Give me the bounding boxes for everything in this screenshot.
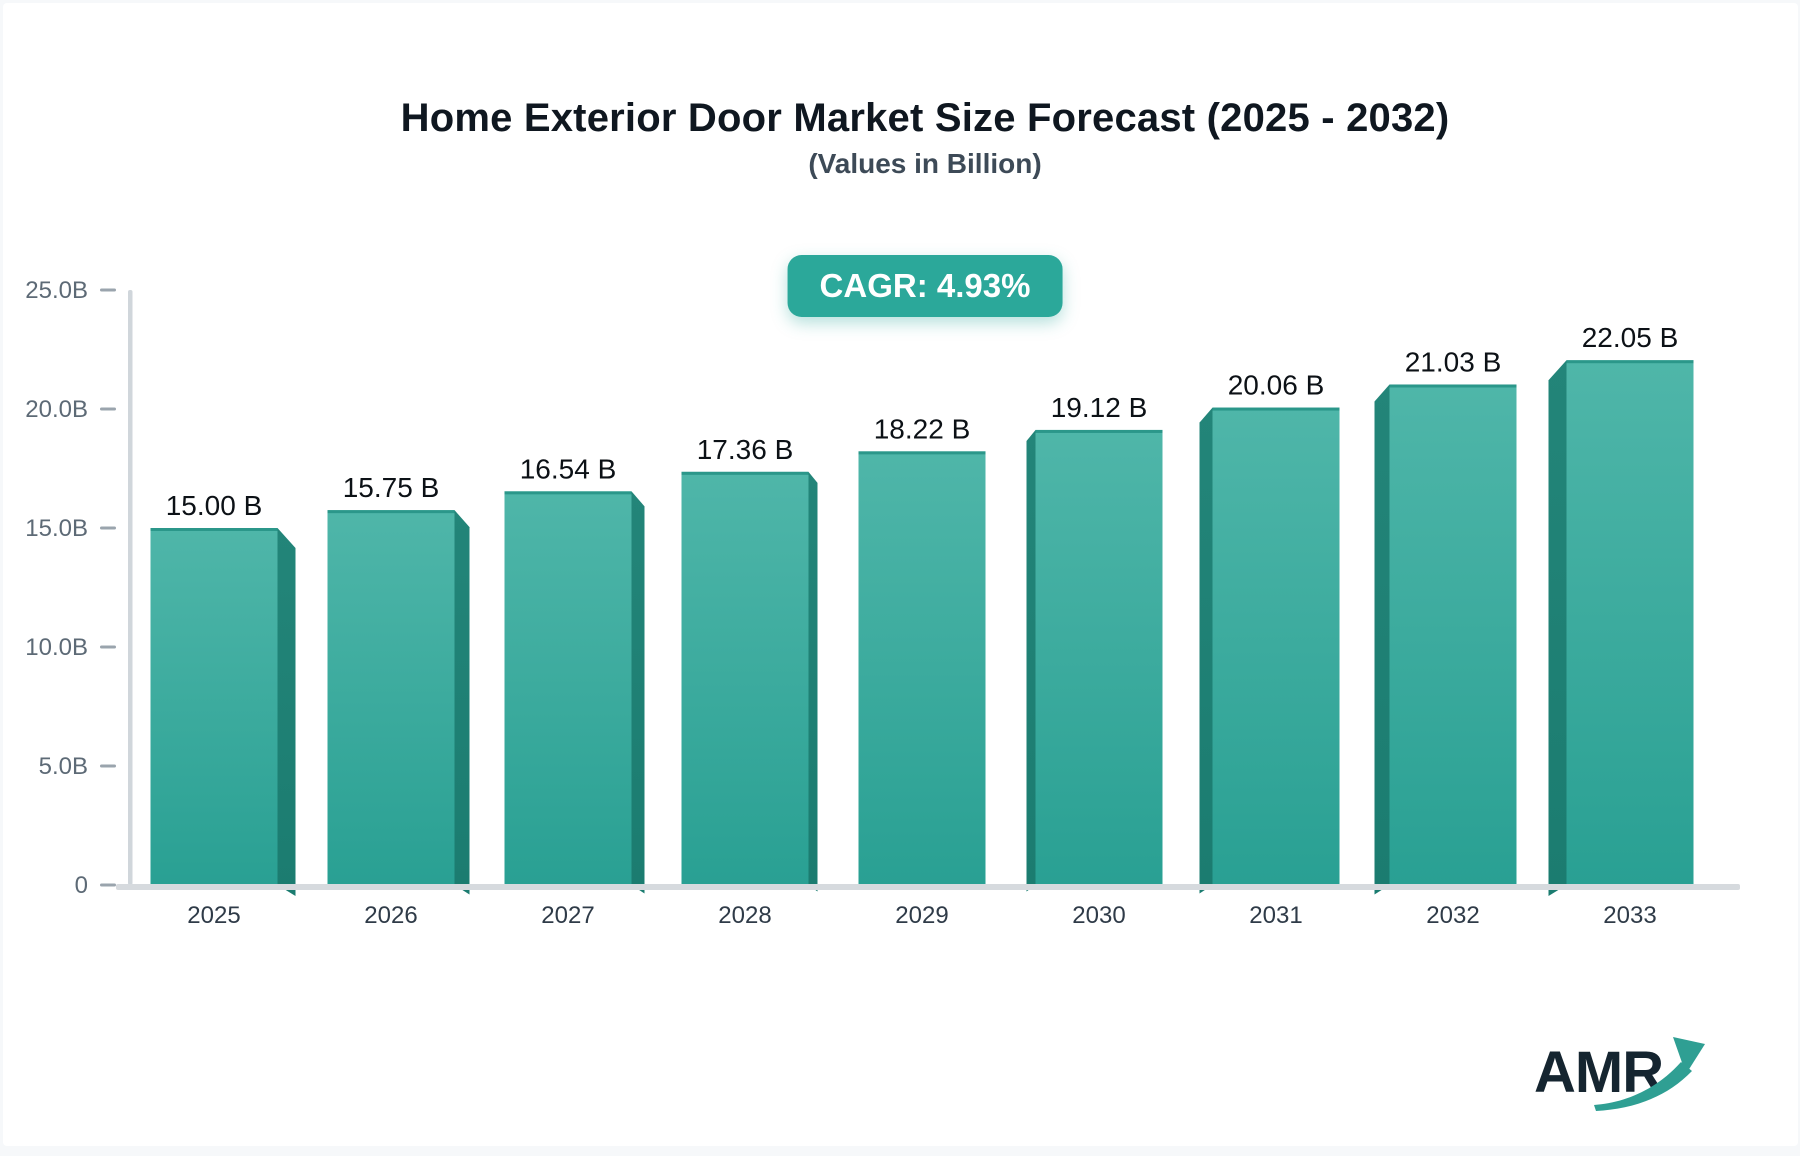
- y-tick-label: 10.0B: [25, 634, 88, 661]
- bar-side-panel: [1374, 384, 1390, 895]
- bar-value-label: 17.36 B: [697, 434, 794, 465]
- cagr-badge: CAGR: 4.93%: [787, 255, 1063, 317]
- y-tick-mark: [100, 288, 116, 292]
- bar-top-edge: [150, 528, 278, 531]
- bar: [150, 528, 278, 885]
- x-tick-label: 2029: [895, 902, 948, 929]
- x-axis-baseline: [116, 884, 1740, 890]
- y-tick-mark: [100, 764, 116, 768]
- y-tick-mark: [100, 407, 116, 411]
- bar-side-panel: [277, 528, 296, 896]
- logo-growth-arrow-icon: [1594, 1037, 1705, 1111]
- bar-top-edge: [681, 471, 809, 475]
- bar-side-panel: [1026, 429, 1036, 892]
- x-tick-label: 2033: [1603, 902, 1656, 929]
- bar-value-label: 15.00 B: [166, 490, 263, 521]
- x-tick-label: 2031: [1249, 902, 1302, 929]
- bar-side-panel: [631, 491, 645, 894]
- y-tick-label: 15.0B: [25, 515, 88, 542]
- x-tick-label: 2030: [1072, 902, 1125, 929]
- x-tick-label: 2028: [718, 902, 771, 929]
- chart-title: Home Exterior Door Market Size Forecast …: [400, 96, 1450, 140]
- amr-logo: AMR: [1534, 1037, 1705, 1111]
- bar-top-edge: [327, 510, 455, 514]
- x-tick-label: 2026: [364, 902, 417, 929]
- bar-value-label: 18.22 B: [874, 413, 971, 444]
- y-tick-label: 5.0B: [39, 753, 88, 780]
- bar: [1389, 384, 1517, 885]
- bar-value-label: 19.12 B: [1051, 392, 1148, 423]
- bar-side-panel: [1199, 407, 1213, 894]
- y-tick-mark: [100, 883, 116, 887]
- bar: [504, 491, 632, 885]
- bar-top-edge: [504, 491, 632, 495]
- bar: [858, 451, 986, 885]
- y-tick-label: 0: [75, 872, 88, 899]
- y-tick-mark: [100, 526, 116, 530]
- bar-top-edge: [1035, 429, 1163, 433]
- bar: [1035, 429, 1163, 885]
- y-axis-line: [128, 290, 133, 885]
- bar: [681, 471, 809, 885]
- bar-value-label: 16.54 B: [520, 453, 617, 484]
- bar: [327, 510, 455, 885]
- chart-subtitle: (Values in Billion): [808, 148, 1042, 179]
- x-tick-label: 2032: [1426, 902, 1479, 929]
- bar-value-label: 15.75 B: [343, 472, 440, 503]
- bar-value-label: 20.06 B: [1228, 370, 1325, 401]
- y-tick-label: 20.0B: [25, 396, 88, 423]
- bar-side-panel: [808, 471, 818, 892]
- bar-top-edge: [1212, 407, 1340, 411]
- bar-value-label: 21.03 B: [1405, 346, 1502, 377]
- bar-top-edge: [1389, 384, 1517, 388]
- y-tick-label: 25.0B: [25, 277, 88, 304]
- bar-side-panel: [1548, 360, 1567, 897]
- y-tick-mark: [100, 645, 116, 649]
- bar-value-label: 22.05 B: [1582, 322, 1679, 353]
- bar: [1566, 360, 1694, 886]
- x-tick-label: 2027: [541, 902, 594, 929]
- x-tick-label: 2025: [187, 902, 240, 929]
- bar-top-edge: [858, 451, 986, 455]
- bar-side-panel: [454, 510, 470, 895]
- bar: [1212, 407, 1340, 885]
- bar-top-edge: [1566, 360, 1694, 364]
